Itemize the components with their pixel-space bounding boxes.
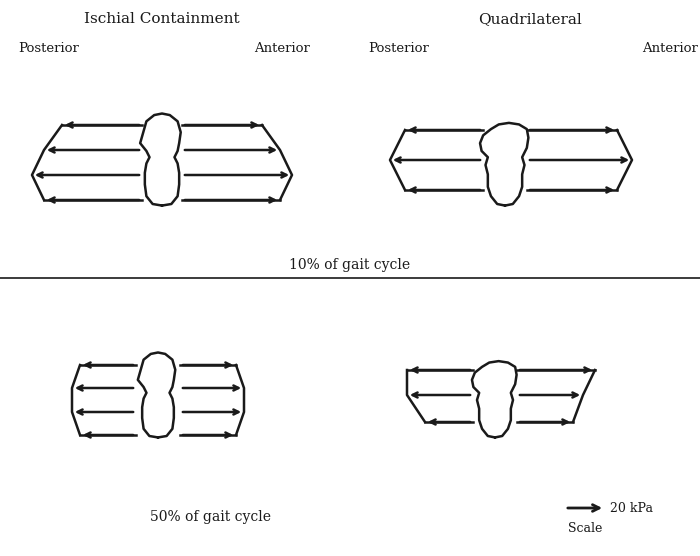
Polygon shape <box>472 361 517 438</box>
Text: Quadrilateral: Quadrilateral <box>478 12 582 26</box>
Text: Anterior: Anterior <box>642 42 698 55</box>
Text: 10% of gait cycle: 10% of gait cycle <box>289 258 411 272</box>
Text: Scale: Scale <box>568 522 602 535</box>
Text: 50% of gait cycle: 50% of gait cycle <box>150 510 270 524</box>
Text: Posterior: Posterior <box>18 42 79 55</box>
Text: Ischial Containment: Ischial Containment <box>84 12 240 26</box>
Text: Posterior: Posterior <box>368 42 429 55</box>
Text: Anterior: Anterior <box>254 42 310 55</box>
Polygon shape <box>480 123 528 206</box>
Polygon shape <box>138 353 175 438</box>
Polygon shape <box>140 113 181 206</box>
Text: 20 kPa: 20 kPa <box>610 502 653 514</box>
